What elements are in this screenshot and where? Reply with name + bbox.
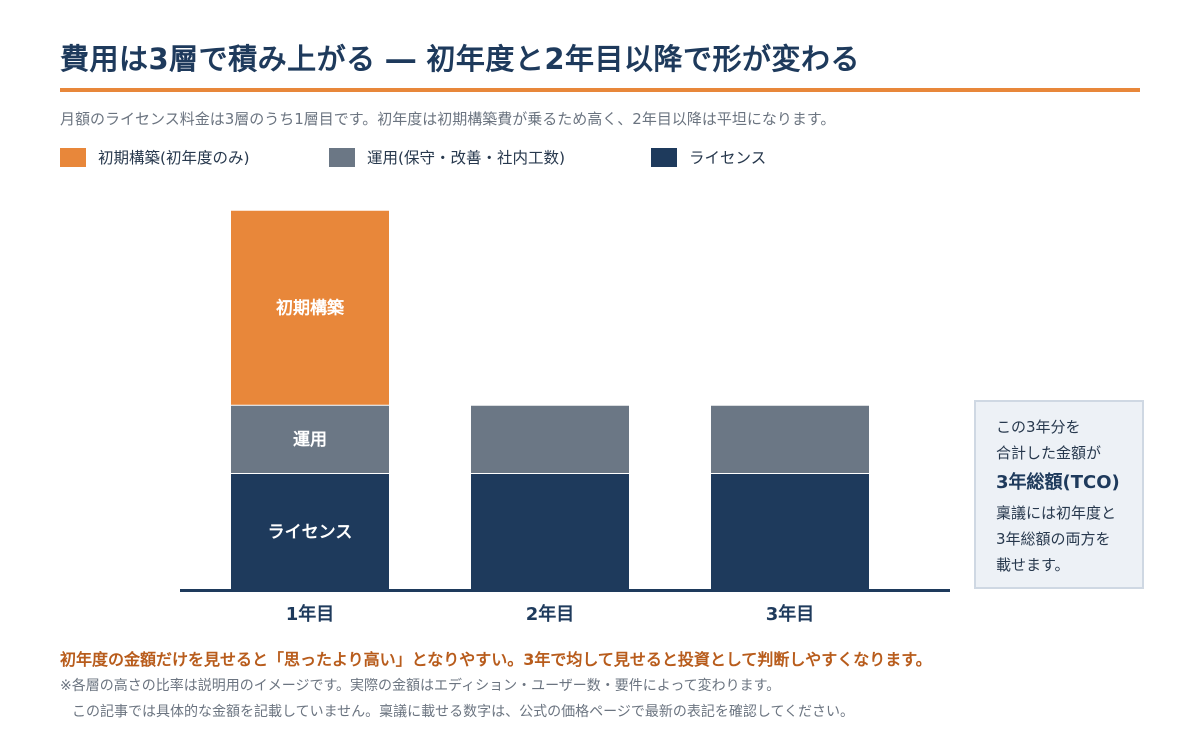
tco-note-line2: 合計した金額が (996, 444, 1102, 462)
bar-label-3: 初期構築 (276, 297, 345, 318)
legend-item-initial: 初期構築(初年度のみ) (60, 146, 250, 168)
page-subtitle: 月額のライセンス料金は3層のうち1層目です。初年度は初期構築費が乗るため高く、2… (60, 110, 836, 128)
bar-label-1: ライセンス (268, 523, 353, 543)
legend-item-operation: 運用(保守・改善・社内工数) (329, 146, 565, 168)
footnote-2: この記事では具体的な金額を記載していません。稟議に載せる数字は、公式の価格ページ… (72, 704, 855, 720)
bar-segment-1-1 (231, 473, 389, 590)
bar-segment-2-2 (471, 404, 629, 473)
bar-segment-2-1 (471, 473, 629, 590)
tco-note-line3: 稟議には初年度と (996, 504, 1117, 522)
segment-separator (231, 208, 389, 211)
legend-label-license: ライセンス (689, 149, 767, 167)
tco-note-line5: 載せます。 (996, 556, 1070, 574)
key-takeaway: 初年度の金額だけを見せると「思ったより高い」となりやすい。3年で均して見せると投… (60, 650, 932, 669)
legend-label-operation: 運用(保守・改善・社内工数) (367, 149, 566, 167)
x-axis-line (180, 589, 950, 592)
segment-separator (471, 403, 629, 406)
tco-note-box: この3年分を 合計した金額が 3年総額(TCO) 稟議には初年度と 3年総額の両… (974, 400, 1144, 589)
tco-note-heading: 3年総額(TCO) (996, 472, 1120, 493)
x-tick-label: 1年目 (286, 603, 335, 625)
tco-note-line1: この3年分を (996, 418, 1081, 436)
footnote-1: ※各層の高さの比率は説明用のイメージです。実際の金額はエディション・ユーザー数・… (60, 678, 781, 694)
title-divider (60, 88, 1140, 92)
legend-swatch-initial (60, 147, 86, 167)
bar-segment-1-2 (231, 404, 389, 473)
bar-segment-3-2 (711, 404, 869, 473)
x-tick-label: 2年目 (526, 603, 575, 625)
x-tick-label: 3年目 (766, 603, 815, 625)
legend-item-license: ライセンス (651, 146, 766, 168)
tco-note-line4: 3年総額の両方を (996, 530, 1111, 548)
bar-segment-1-3 (231, 209, 389, 405)
legend-swatch-license (651, 147, 677, 167)
bar-segment-3-1 (711, 473, 869, 590)
legend-swatch-operation (329, 147, 355, 167)
chart-legend: 初期構築(初年度のみ) 運用(保守・改善・社内工数) ライセンス (60, 146, 820, 168)
segment-separator (711, 403, 869, 406)
legend-label-initial: 初期構築(初年度のみ) (98, 149, 250, 167)
page-title: 費用は3層で積み上がる ― 初年度と2年目以降で形が変わる (60, 42, 861, 76)
bar-label-2: 運用 (293, 430, 327, 450)
